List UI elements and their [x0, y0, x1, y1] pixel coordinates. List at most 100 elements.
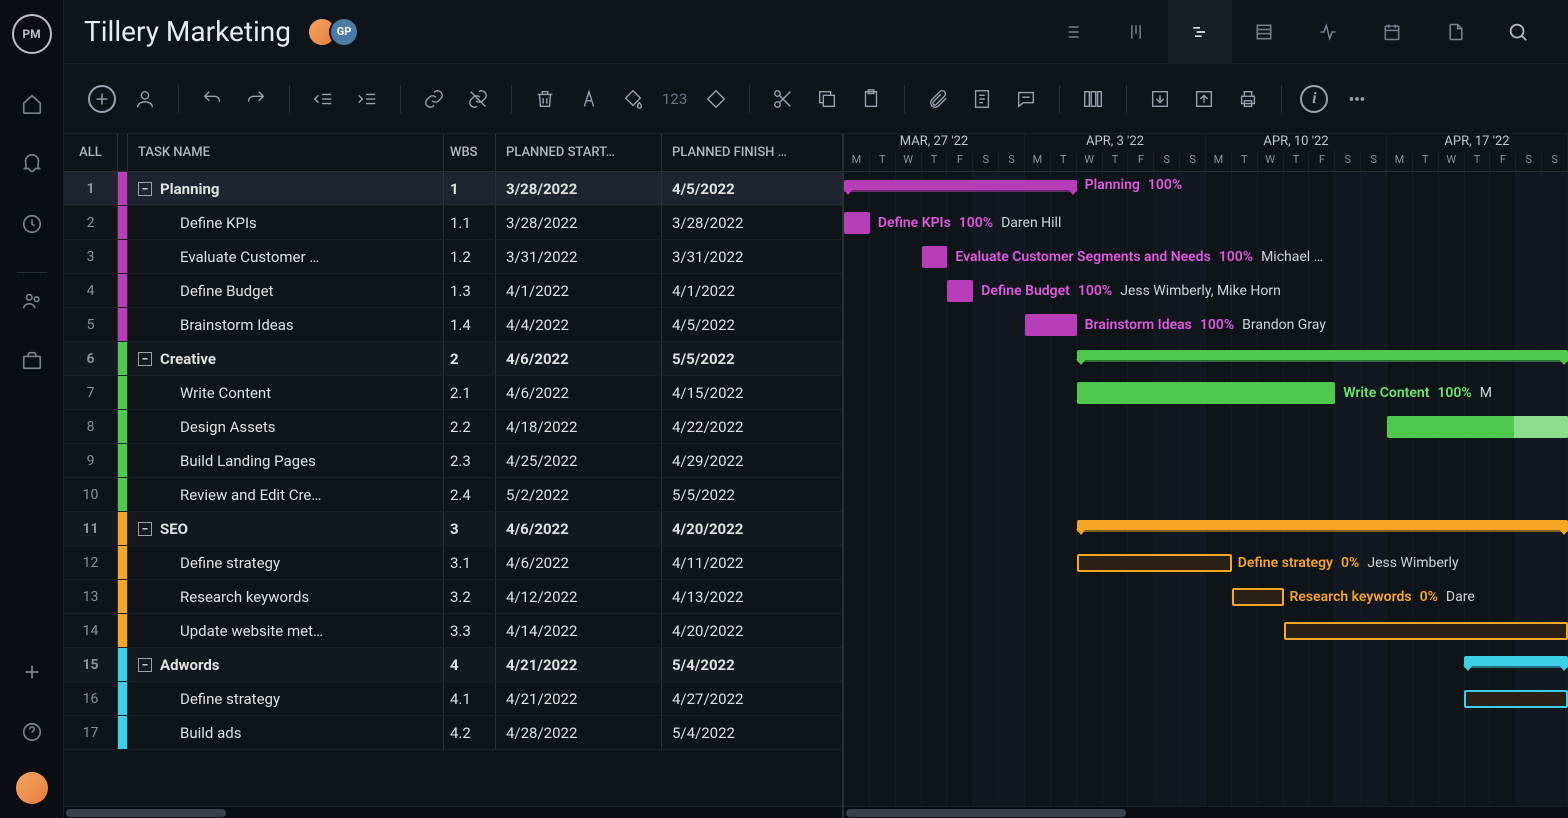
task-name-cell[interactable]: Research keywords — [128, 580, 444, 613]
task-row[interactable]: 16 Define strategy 4.1 4/21/2022 4/27/20… — [64, 682, 842, 716]
view-files[interactable] — [1424, 0, 1488, 64]
text-color-button[interactable] — [574, 84, 604, 114]
task-row[interactable]: 11 − SEO 3 4/6/2022 4/20/2022 — [64, 512, 842, 546]
gantt-row[interactable] — [844, 648, 1568, 682]
project-members[interactable]: GP — [307, 17, 359, 47]
task-row[interactable]: 15 − Adwords 4 4/21/2022 5/4/2022 — [64, 648, 842, 682]
gantt-row[interactable] — [844, 716, 1568, 750]
summary-bar[interactable] — [1077, 350, 1568, 360]
task-name-cell[interactable]: Define strategy — [128, 546, 444, 579]
grid-scrollbar[interactable] — [64, 806, 842, 818]
task-row[interactable]: 2 Define KPIs 1.1 3/28/2022 3/28/2022 — [64, 206, 842, 240]
gantt-row[interactable] — [844, 444, 1568, 478]
task-bar[interactable]: Define Budget100%Jess Wimberly, Mike Hor… — [947, 280, 973, 302]
collapse-toggle[interactable]: − — [138, 182, 152, 196]
nav-home[interactable] — [12, 84, 52, 124]
nav-recent[interactable] — [12, 204, 52, 244]
app-logo[interactable]: PM — [12, 14, 52, 54]
collapse-toggle[interactable]: − — [138, 658, 152, 672]
task-row[interactable]: 12 Define strategy 3.1 4/6/2022 4/11/202… — [64, 546, 842, 580]
task-bar[interactable]: Update — [1284, 622, 1568, 640]
view-gantt[interactable] — [1168, 0, 1232, 64]
task-name-cell[interactable]: Build Landing Pages — [128, 444, 444, 477]
task-row[interactable]: 8 Design Assets 2.2 4/18/2022 4/22/2022 — [64, 410, 842, 444]
task-name-cell[interactable]: − Creative — [128, 342, 444, 375]
task-name-cell[interactable]: Evaluate Customer … — [128, 240, 444, 273]
task-row[interactable]: 7 Write Content 2.1 4/6/2022 4/15/2022 — [64, 376, 842, 410]
view-activity[interactable] — [1296, 0, 1360, 64]
task-bar[interactable]: D — [1387, 416, 1568, 438]
unlink-button[interactable] — [463, 84, 493, 114]
task-name-cell[interactable]: Define strategy — [128, 682, 444, 715]
nav-portfolio[interactable] — [12, 341, 52, 381]
delete-button[interactable] — [530, 84, 560, 114]
task-name-cell[interactable]: − Planning — [128, 172, 444, 205]
gantt-row[interactable]: Evaluate Customer Segments and Needs100%… — [844, 240, 1568, 274]
task-row[interactable]: 14 Update website met… 3.3 4/14/2022 4/2… — [64, 614, 842, 648]
redo-button[interactable] — [241, 84, 271, 114]
gantt-row[interactable] — [844, 682, 1568, 716]
task-row[interactable]: 6 − Creative 2 4/6/2022 5/5/2022 — [64, 342, 842, 376]
task-name-cell[interactable]: Design Assets — [128, 410, 444, 443]
gantt-row[interactable]: Write Content100%M — [844, 376, 1568, 410]
import-button[interactable] — [1145, 84, 1175, 114]
summary-bar[interactable]: Planning100% — [844, 180, 1077, 190]
col-header-start[interactable]: PLANNED START… — [496, 134, 662, 171]
gantt-row[interactable] — [844, 478, 1568, 512]
task-name-cell[interactable]: Review and Edit Cre… — [128, 478, 444, 511]
task-name-cell[interactable]: Build ads — [128, 716, 444, 749]
task-row[interactable]: 17 Build ads 4.2 4/28/2022 5/4/2022 — [64, 716, 842, 750]
task-name-cell[interactable]: Write Content — [128, 376, 444, 409]
cut-button[interactable] — [768, 84, 798, 114]
gantt-row[interactable]: Define Budget100%Jess Wimberly, Mike Hor… — [844, 274, 1568, 308]
info-button[interactable]: i — [1300, 85, 1328, 113]
gantt-row[interactable]: Research keywords0%Dare — [844, 580, 1568, 614]
task-bar[interactable] — [1464, 690, 1567, 708]
task-row[interactable]: 10 Review and Edit Cre… 2.4 5/2/2022 5/5… — [64, 478, 842, 512]
view-sheet[interactable] — [1232, 0, 1296, 64]
task-name-cell[interactable]: Update website met… — [128, 614, 444, 647]
fill-button[interactable] — [618, 84, 648, 114]
col-header-wbs[interactable]: WBS — [444, 134, 496, 171]
copy-button[interactable] — [812, 84, 842, 114]
link-button[interactable] — [419, 84, 449, 114]
undo-button[interactable] — [197, 84, 227, 114]
milestone-button[interactable] — [701, 84, 731, 114]
task-row[interactable]: 13 Research keywords 3.2 4/12/2022 4/13/… — [64, 580, 842, 614]
task-row[interactable]: 3 Evaluate Customer … 1.2 3/31/2022 3/31… — [64, 240, 842, 274]
task-name-cell[interactable]: − SEO — [128, 512, 444, 545]
gantt-row[interactable]: SEO0% — [844, 512, 1568, 546]
gantt-row[interactable]: Define KPIs100%Daren Hill — [844, 206, 1568, 240]
task-row[interactable]: 5 Brainstorm Ideas 1.4 4/4/2022 4/5/2022 — [64, 308, 842, 342]
export-button[interactable] — [1189, 84, 1219, 114]
view-calendar[interactable] — [1360, 0, 1424, 64]
notes-button[interactable] — [967, 84, 997, 114]
paste-button[interactable] — [856, 84, 886, 114]
task-row[interactable]: 4 Define Budget 1.3 4/1/2022 4/1/2022 — [64, 274, 842, 308]
task-name-cell[interactable]: − Adwords — [128, 648, 444, 681]
task-row[interactable]: 9 Build Landing Pages 2.3 4/25/2022 4/29… — [64, 444, 842, 478]
gantt-row[interactable]: Define strategy0%Jess Wimberly — [844, 546, 1568, 580]
gantt-row[interactable]: Brainstorm Ideas100%Brandon Gray — [844, 308, 1568, 342]
assign-button[interactable] — [130, 84, 160, 114]
col-header-finish[interactable]: PLANNED FINISH … — [662, 134, 842, 171]
print-button[interactable] — [1233, 84, 1263, 114]
gantt-row[interactable]: D — [844, 410, 1568, 444]
col-header-all[interactable]: ALL — [64, 134, 118, 171]
view-list[interactable] — [1040, 0, 1104, 64]
task-name-cell[interactable]: Define KPIs — [128, 206, 444, 239]
task-bar[interactable]: Define strategy0%Jess Wimberly — [1077, 554, 1232, 572]
add-task-button[interactable] — [88, 85, 116, 113]
comments-button[interactable] — [1011, 84, 1041, 114]
col-header-name[interactable]: TASK NAME — [128, 134, 444, 171]
gantt-scrollbar[interactable] — [844, 806, 1568, 818]
nav-help[interactable] — [12, 712, 52, 752]
task-bar[interactable]: Evaluate Customer Segments and Needs100%… — [922, 246, 948, 268]
gantt-row[interactable] — [844, 342, 1568, 376]
collapse-toggle[interactable]: − — [138, 352, 152, 366]
more-button[interactable] — [1342, 84, 1372, 114]
gantt-row[interactable]: Update — [844, 614, 1568, 648]
task-name-cell[interactable]: Define Budget — [128, 274, 444, 307]
view-board[interactable] — [1104, 0, 1168, 64]
task-bar[interactable]: Brainstorm Ideas100%Brandon Gray — [1025, 314, 1077, 336]
